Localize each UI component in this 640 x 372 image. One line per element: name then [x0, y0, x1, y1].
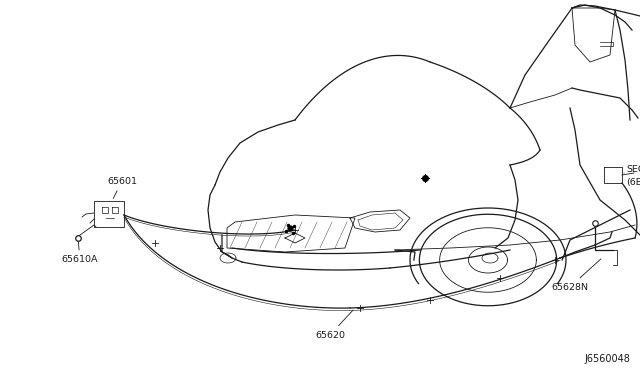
Text: SEC.680: SEC.680	[626, 166, 640, 174]
Text: (6B106N): (6B106N)	[626, 177, 640, 186]
Text: 65601: 65601	[107, 176, 137, 199]
Text: J6560048: J6560048	[584, 354, 630, 364]
Text: 65628N: 65628N	[552, 259, 601, 292]
Text: 65620: 65620	[315, 310, 353, 340]
Text: 65610A: 65610A	[61, 241, 99, 264]
